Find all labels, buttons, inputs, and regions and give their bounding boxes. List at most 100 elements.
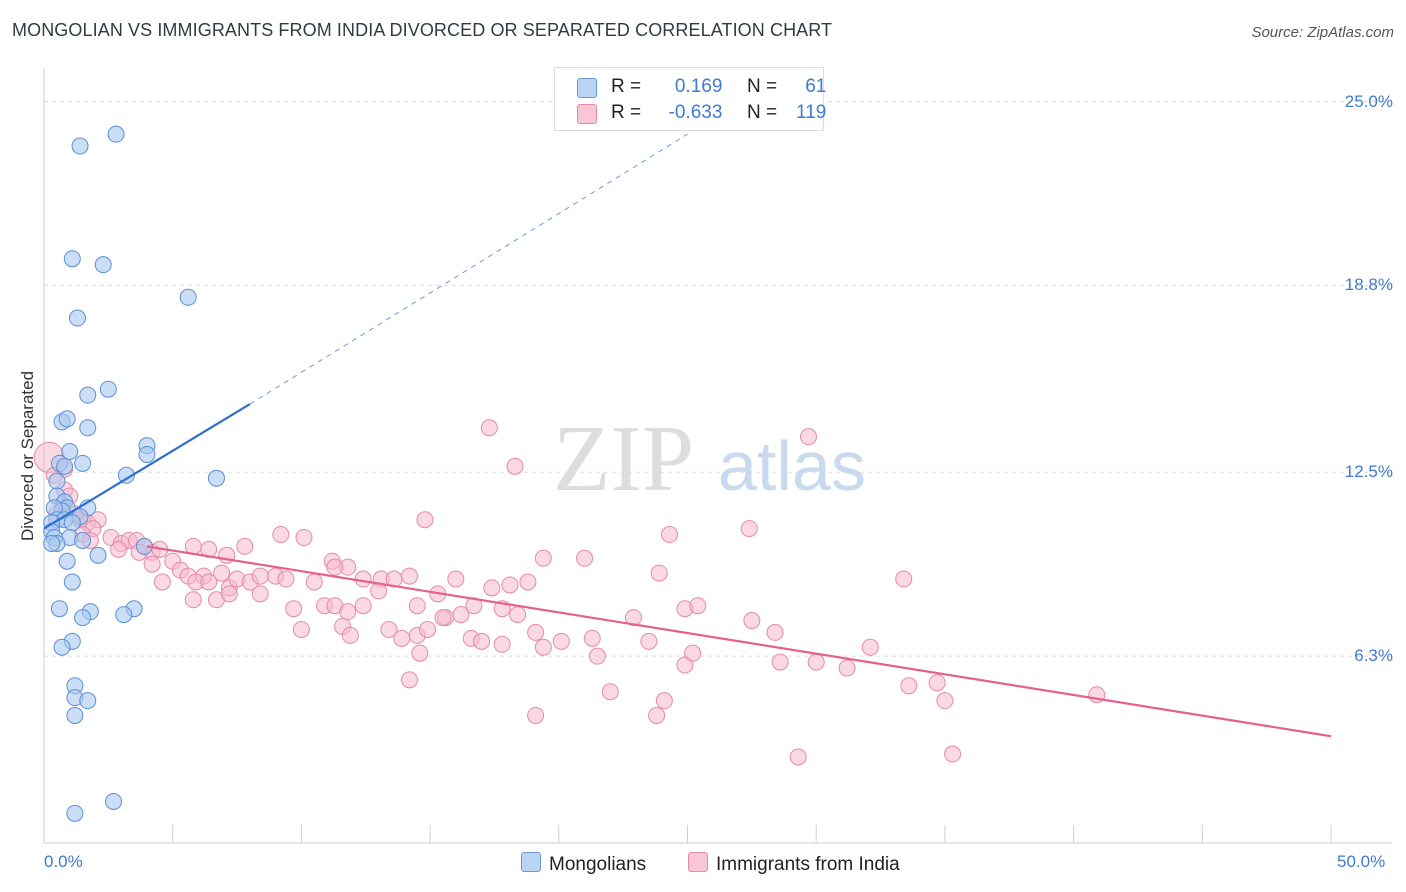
mongolian-point xyxy=(61,443,79,460)
india-point xyxy=(576,549,594,567)
india-point xyxy=(434,609,452,627)
india-point xyxy=(341,626,359,644)
india-point xyxy=(640,632,658,650)
mongolian-trend-line xyxy=(43,403,251,530)
india-point xyxy=(292,620,310,638)
legend-item-india[interactable]: Immigrants from India xyxy=(688,852,900,876)
mongolian-point xyxy=(74,454,92,472)
legend-label: Mongolians xyxy=(549,854,647,875)
mongolian-point xyxy=(104,792,122,810)
india-point xyxy=(601,683,619,701)
mongolian-point xyxy=(50,600,68,618)
legend-item-mongolians[interactable]: Mongolians xyxy=(521,852,646,876)
india-point xyxy=(676,656,694,674)
source-credit: Source: ZipAtlas.com xyxy=(1251,24,1394,41)
india-point xyxy=(285,600,303,618)
india-point xyxy=(493,635,511,653)
mongolian-point xyxy=(138,445,156,463)
blue-swatch xyxy=(521,852,541,872)
india-point xyxy=(501,576,519,594)
india-point xyxy=(506,457,524,475)
r-value: -0.633 xyxy=(668,102,723,123)
n-value: 61 xyxy=(805,76,827,97)
n-label: N = xyxy=(746,102,778,123)
india-point xyxy=(519,573,537,591)
india-point xyxy=(684,644,702,662)
india-point xyxy=(220,585,238,603)
mongolian-point xyxy=(74,609,92,627)
r-label: R = xyxy=(611,76,642,97)
india-point xyxy=(408,597,426,615)
india-point xyxy=(184,591,202,609)
india-point xyxy=(740,520,758,538)
india-point xyxy=(295,529,313,547)
india-point xyxy=(419,620,437,638)
india-point xyxy=(766,623,784,641)
y-tick-label: 12.5% xyxy=(1344,462,1393,482)
india-point xyxy=(743,612,761,630)
india-point xyxy=(838,659,856,677)
mongolian-point xyxy=(99,380,117,398)
mongolian-point xyxy=(179,288,197,306)
india-point xyxy=(251,585,269,603)
india-point xyxy=(928,674,946,692)
india-point xyxy=(416,511,434,529)
mongolian-point xyxy=(79,692,97,710)
mongolian-point xyxy=(71,137,89,155)
india-point xyxy=(411,644,429,662)
india-trend-line xyxy=(146,545,1332,738)
legend-label: Immigrants from India xyxy=(716,854,900,875)
pink-swatch xyxy=(688,852,708,872)
n-label: N = xyxy=(746,76,778,97)
india-point xyxy=(588,647,606,665)
india-point xyxy=(583,629,601,647)
india-point xyxy=(689,597,707,615)
mongolian-point xyxy=(68,309,86,327)
india-point xyxy=(895,570,913,588)
india-point xyxy=(447,570,465,588)
mongolian-point xyxy=(107,125,125,143)
india-point xyxy=(110,540,128,558)
india-point xyxy=(213,564,231,582)
x-tick-min: 0.0% xyxy=(44,852,83,871)
mongolian-point xyxy=(48,472,66,490)
india-point xyxy=(326,558,344,576)
india-point xyxy=(648,706,666,724)
mongolian-trend-extension xyxy=(249,133,688,405)
mongolian-point xyxy=(58,552,76,570)
india-point xyxy=(650,564,668,582)
india-point xyxy=(534,638,552,656)
india-point xyxy=(861,638,879,656)
india-point xyxy=(305,573,323,591)
watermark-zip: ZIP xyxy=(553,407,694,511)
mongolian-point xyxy=(207,469,225,487)
india-point xyxy=(655,692,673,710)
mongolian-point xyxy=(89,546,107,564)
mongolian-point xyxy=(63,250,81,268)
mongolian-point xyxy=(115,606,133,624)
india-point xyxy=(277,570,295,588)
india-point xyxy=(807,653,825,671)
pink-swatch xyxy=(577,104,597,124)
india-point xyxy=(552,632,570,650)
india-point xyxy=(354,597,372,615)
x-tick-max: 50.0% xyxy=(1337,852,1386,871)
india-point xyxy=(143,555,161,573)
y-tick-label: 18.8% xyxy=(1344,275,1393,295)
india-point xyxy=(401,567,419,585)
india-point xyxy=(799,428,817,446)
india-point xyxy=(401,671,419,689)
india-point xyxy=(936,692,954,710)
mongolian-point xyxy=(79,419,97,437)
chart-title: MONGOLIAN VS IMMIGRANTS FROM INDIA DIVOR… xyxy=(12,20,833,40)
mongolian-point xyxy=(43,534,61,552)
india-point xyxy=(339,603,357,621)
india-point xyxy=(200,573,218,591)
gridlines xyxy=(44,101,1392,657)
india-point xyxy=(624,609,642,627)
india-point xyxy=(527,706,545,724)
mongolian-point xyxy=(79,386,97,404)
india-point xyxy=(393,629,411,647)
india-point xyxy=(236,537,254,555)
